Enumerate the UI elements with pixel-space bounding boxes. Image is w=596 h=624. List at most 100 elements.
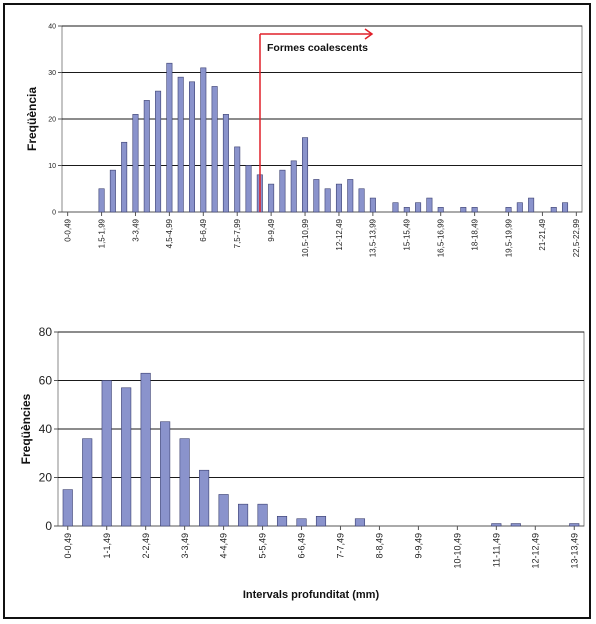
bar-9,5-9,99 bbox=[279, 169, 286, 213]
x-tick-label: 13,5-13,99 bbox=[369, 218, 378, 257]
y-tick-label: 0 bbox=[52, 209, 56, 216]
bar-1,5-1,99 bbox=[121, 387, 132, 527]
x-tick-label: 1,5-1,99 bbox=[97, 218, 106, 248]
bar-2,5-2,99 bbox=[160, 421, 171, 527]
bar-4-4,49 bbox=[218, 494, 229, 527]
x-tick-label: 22,5-22,99 bbox=[572, 218, 581, 257]
bar-0,5-0,99 bbox=[82, 438, 93, 527]
bar-10-10,49 bbox=[290, 160, 297, 213]
x-tick-label: 5-5,49 bbox=[258, 533, 268, 559]
y-tick-label: 20 bbox=[39, 471, 53, 485]
x-tick-label: 10-10,49 bbox=[453, 533, 463, 569]
bar-6,5-6,99 bbox=[315, 515, 327, 527]
bar-5,5-5,99 bbox=[276, 515, 288, 527]
x-tick-label: 1-1,49 bbox=[102, 533, 112, 559]
x-tick-label: 7,5-7,99 bbox=[233, 218, 242, 248]
bar-4-4,49 bbox=[155, 90, 162, 213]
bar-18-18,49 bbox=[471, 207, 478, 213]
x-tick-label: 15-15,49 bbox=[403, 218, 412, 250]
bar-1,5-1,99 bbox=[98, 188, 105, 213]
bar-19,5-19,99 bbox=[505, 207, 512, 213]
x-tick-label: 18-18,49 bbox=[470, 218, 479, 250]
annotation-label: Formes coalescents bbox=[267, 42, 368, 54]
bar-15,5-15,99 bbox=[415, 202, 422, 213]
bar-7,5-7,99 bbox=[354, 518, 366, 527]
bar-13,5-13,99 bbox=[369, 197, 376, 213]
bar-11-11,49 bbox=[313, 179, 320, 213]
x-tick-label: 2-2,49 bbox=[141, 533, 151, 559]
bar-12,5-12,99 bbox=[347, 179, 354, 213]
x-tick-label: 11-11,49 bbox=[491, 533, 501, 567]
y-tick-label: 80 bbox=[39, 325, 53, 339]
bar-10,5-10,99 bbox=[302, 137, 309, 213]
bar-3-3,49 bbox=[132, 114, 139, 213]
bar-3,5-3,99 bbox=[199, 469, 210, 527]
x-tick-label: 3-3,49 bbox=[180, 533, 190, 559]
y-axis-label: Freqüència bbox=[25, 87, 39, 151]
y-tick-label: 60 bbox=[39, 374, 53, 388]
x-tick-label: 8-8,49 bbox=[375, 533, 385, 559]
x-tick-label: 4,5-4,99 bbox=[165, 218, 174, 248]
bar-8-8,49 bbox=[245, 165, 252, 213]
bar-5-5,49 bbox=[177, 76, 184, 213]
bar-21,5-21,99 bbox=[550, 207, 557, 213]
bar-1-1,49 bbox=[101, 380, 112, 527]
bar-15-15,49 bbox=[403, 207, 410, 213]
figure-frame bbox=[3, 3, 591, 619]
bar-6-6,49 bbox=[200, 67, 207, 213]
arrow-head-icon bbox=[364, 28, 374, 40]
bar-6-6,49 bbox=[296, 518, 307, 527]
y-tick-label: 0 bbox=[45, 519, 52, 533]
x-tick-label: 7-7,49 bbox=[336, 533, 346, 559]
chart-1: 0 10 20 30 40 Freqüència 0-0,49 1,5-1,99 3-3,49 4… bbox=[25, 23, 583, 257]
bar-11-11,49 bbox=[491, 523, 502, 527]
bar-7-7,49 bbox=[222, 114, 229, 213]
bar-6,5-6,99 bbox=[211, 86, 218, 213]
bar-0-0,49 bbox=[62, 489, 73, 527]
bar-3,5-3,99 bbox=[143, 100, 150, 213]
bar-11,5-11,99 bbox=[324, 188, 331, 213]
bar-2-2,49 bbox=[140, 372, 151, 527]
bar-9-9,49 bbox=[268, 183, 275, 213]
bar-2-2,49 bbox=[109, 169, 116, 213]
x-tick-label: 9-9,49 bbox=[414, 533, 424, 559]
bar-4,5-4,99 bbox=[166, 62, 173, 213]
bar-20-20,49 bbox=[516, 202, 523, 213]
x-axis-label: Intervals profunditat (mm) bbox=[243, 589, 380, 601]
bar-11,5-11,99 bbox=[510, 523, 521, 527]
x-tick-label: 16,5-16,99 bbox=[436, 218, 445, 257]
bar-4,5-4,99 bbox=[238, 503, 249, 527]
y-tick-label: 30 bbox=[48, 70, 56, 77]
bar-5,5-5,99 bbox=[189, 81, 196, 213]
bar-17,5-17,99 bbox=[460, 207, 467, 213]
x-tick-label: 0-0,49 bbox=[63, 533, 73, 559]
bar-20,5-20,99 bbox=[528, 197, 535, 213]
bar-2,5-2,99 bbox=[121, 141, 128, 213]
bar-14,5-14,99 bbox=[392, 202, 399, 213]
y-tick-label: 10 bbox=[48, 163, 56, 170]
x-tick-label: 12-12,49 bbox=[335, 218, 344, 250]
x-tick-label: 12-12,49 bbox=[530, 533, 540, 569]
chart-2: 0 20 40 60 80 Freqüències 0-0,49 1-1,49 2-2,49 3-… bbox=[19, 325, 585, 601]
bar-13-13,49 bbox=[569, 523, 580, 527]
x-tick-label: 6-6,49 bbox=[199, 218, 208, 241]
x-tick-label: 19,5-19,99 bbox=[504, 218, 513, 257]
bar-13-13,49 bbox=[358, 188, 365, 213]
x-tick-label: 0-0,49 bbox=[63, 218, 72, 241]
y-tick-label: 40 bbox=[48, 23, 56, 30]
bar-22-22,49 bbox=[562, 202, 569, 213]
x-tick-label: 6-6,49 bbox=[297, 533, 307, 559]
bar-12-12,49 bbox=[335, 183, 342, 213]
bar-16,5-16,99 bbox=[437, 207, 444, 213]
bar-5-5,49 bbox=[257, 503, 268, 527]
x-tick-label: 4-4,49 bbox=[219, 533, 229, 559]
bar-7,5-7,99 bbox=[234, 146, 241, 213]
y-tick-label: 20 bbox=[48, 116, 56, 123]
y-axis-label: Freqüències bbox=[19, 393, 33, 464]
y-tick-label: 40 bbox=[39, 422, 53, 436]
bar-3-3,49 bbox=[179, 438, 190, 527]
x-tick-label: 21-21,49 bbox=[538, 218, 547, 250]
x-tick-label: 3-3,49 bbox=[131, 218, 140, 241]
bar-16-16,49 bbox=[426, 197, 433, 213]
